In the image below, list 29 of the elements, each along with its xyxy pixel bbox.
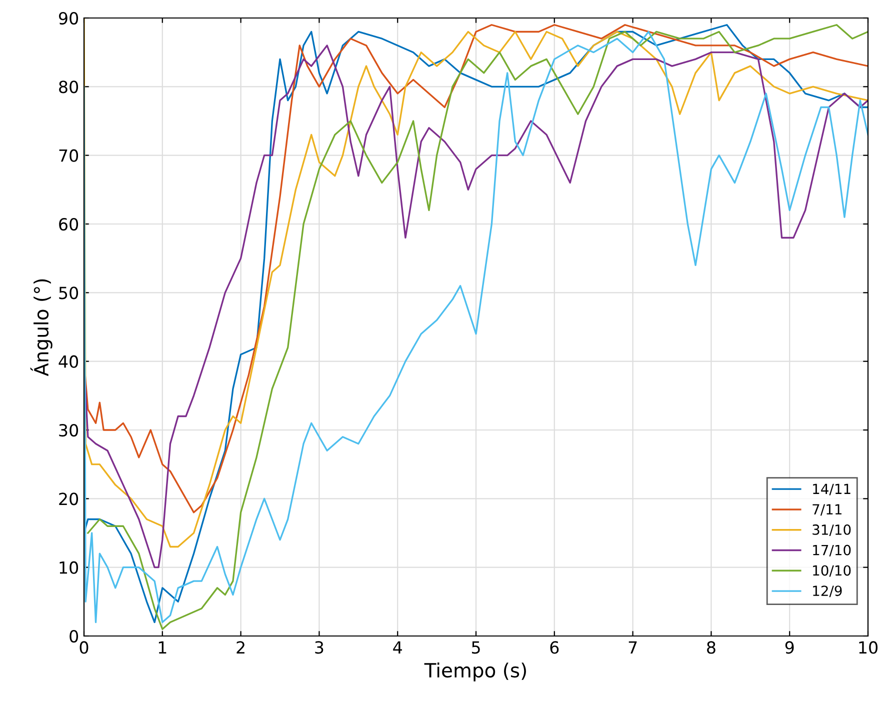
legend-label: 17/10	[813, 544, 851, 556]
x-tick-label: 5	[472, 641, 480, 654]
legend-label: 14/11	[813, 484, 850, 496]
y-tick-label: 80	[59, 80, 78, 94]
x-tick-label: 7	[628, 641, 637, 654]
y-tick-label: 20	[59, 492, 78, 506]
x-tick-label: 6	[550, 641, 559, 654]
x-tick-label: 8	[707, 641, 716, 654]
x-tick-label: 3	[315, 641, 324, 654]
y-tick-label: 30	[59, 424, 78, 437]
x-axis-title: Tiempo (s)	[424, 662, 526, 682]
x-tick-label: 10	[859, 641, 878, 654]
x-tick-label: 2	[236, 641, 244, 654]
y-axis-title: Ángulo (°)	[30, 279, 52, 376]
y-tick-label: 10	[60, 561, 78, 574]
y-tick-label: 0	[70, 630, 78, 643]
y-tick-label: 70	[59, 149, 78, 162]
y-tick-label: 50	[59, 286, 78, 300]
legend-label: 12/9	[813, 586, 842, 598]
x-tick-label: 0	[80, 641, 88, 654]
y-tick-label: 60	[59, 218, 78, 231]
y-tick-label: 40	[58, 355, 78, 368]
x-tick-label: 4	[393, 641, 402, 654]
y-tick-label: 90	[58, 12, 78, 25]
x-tick-label: 9	[785, 641, 794, 654]
legend-label: 10/10	[813, 565, 851, 577]
x-tick-label: 1	[158, 641, 166, 654]
legend-label: 31/10	[812, 524, 851, 536]
legend-label: 7/11	[812, 504, 842, 516]
